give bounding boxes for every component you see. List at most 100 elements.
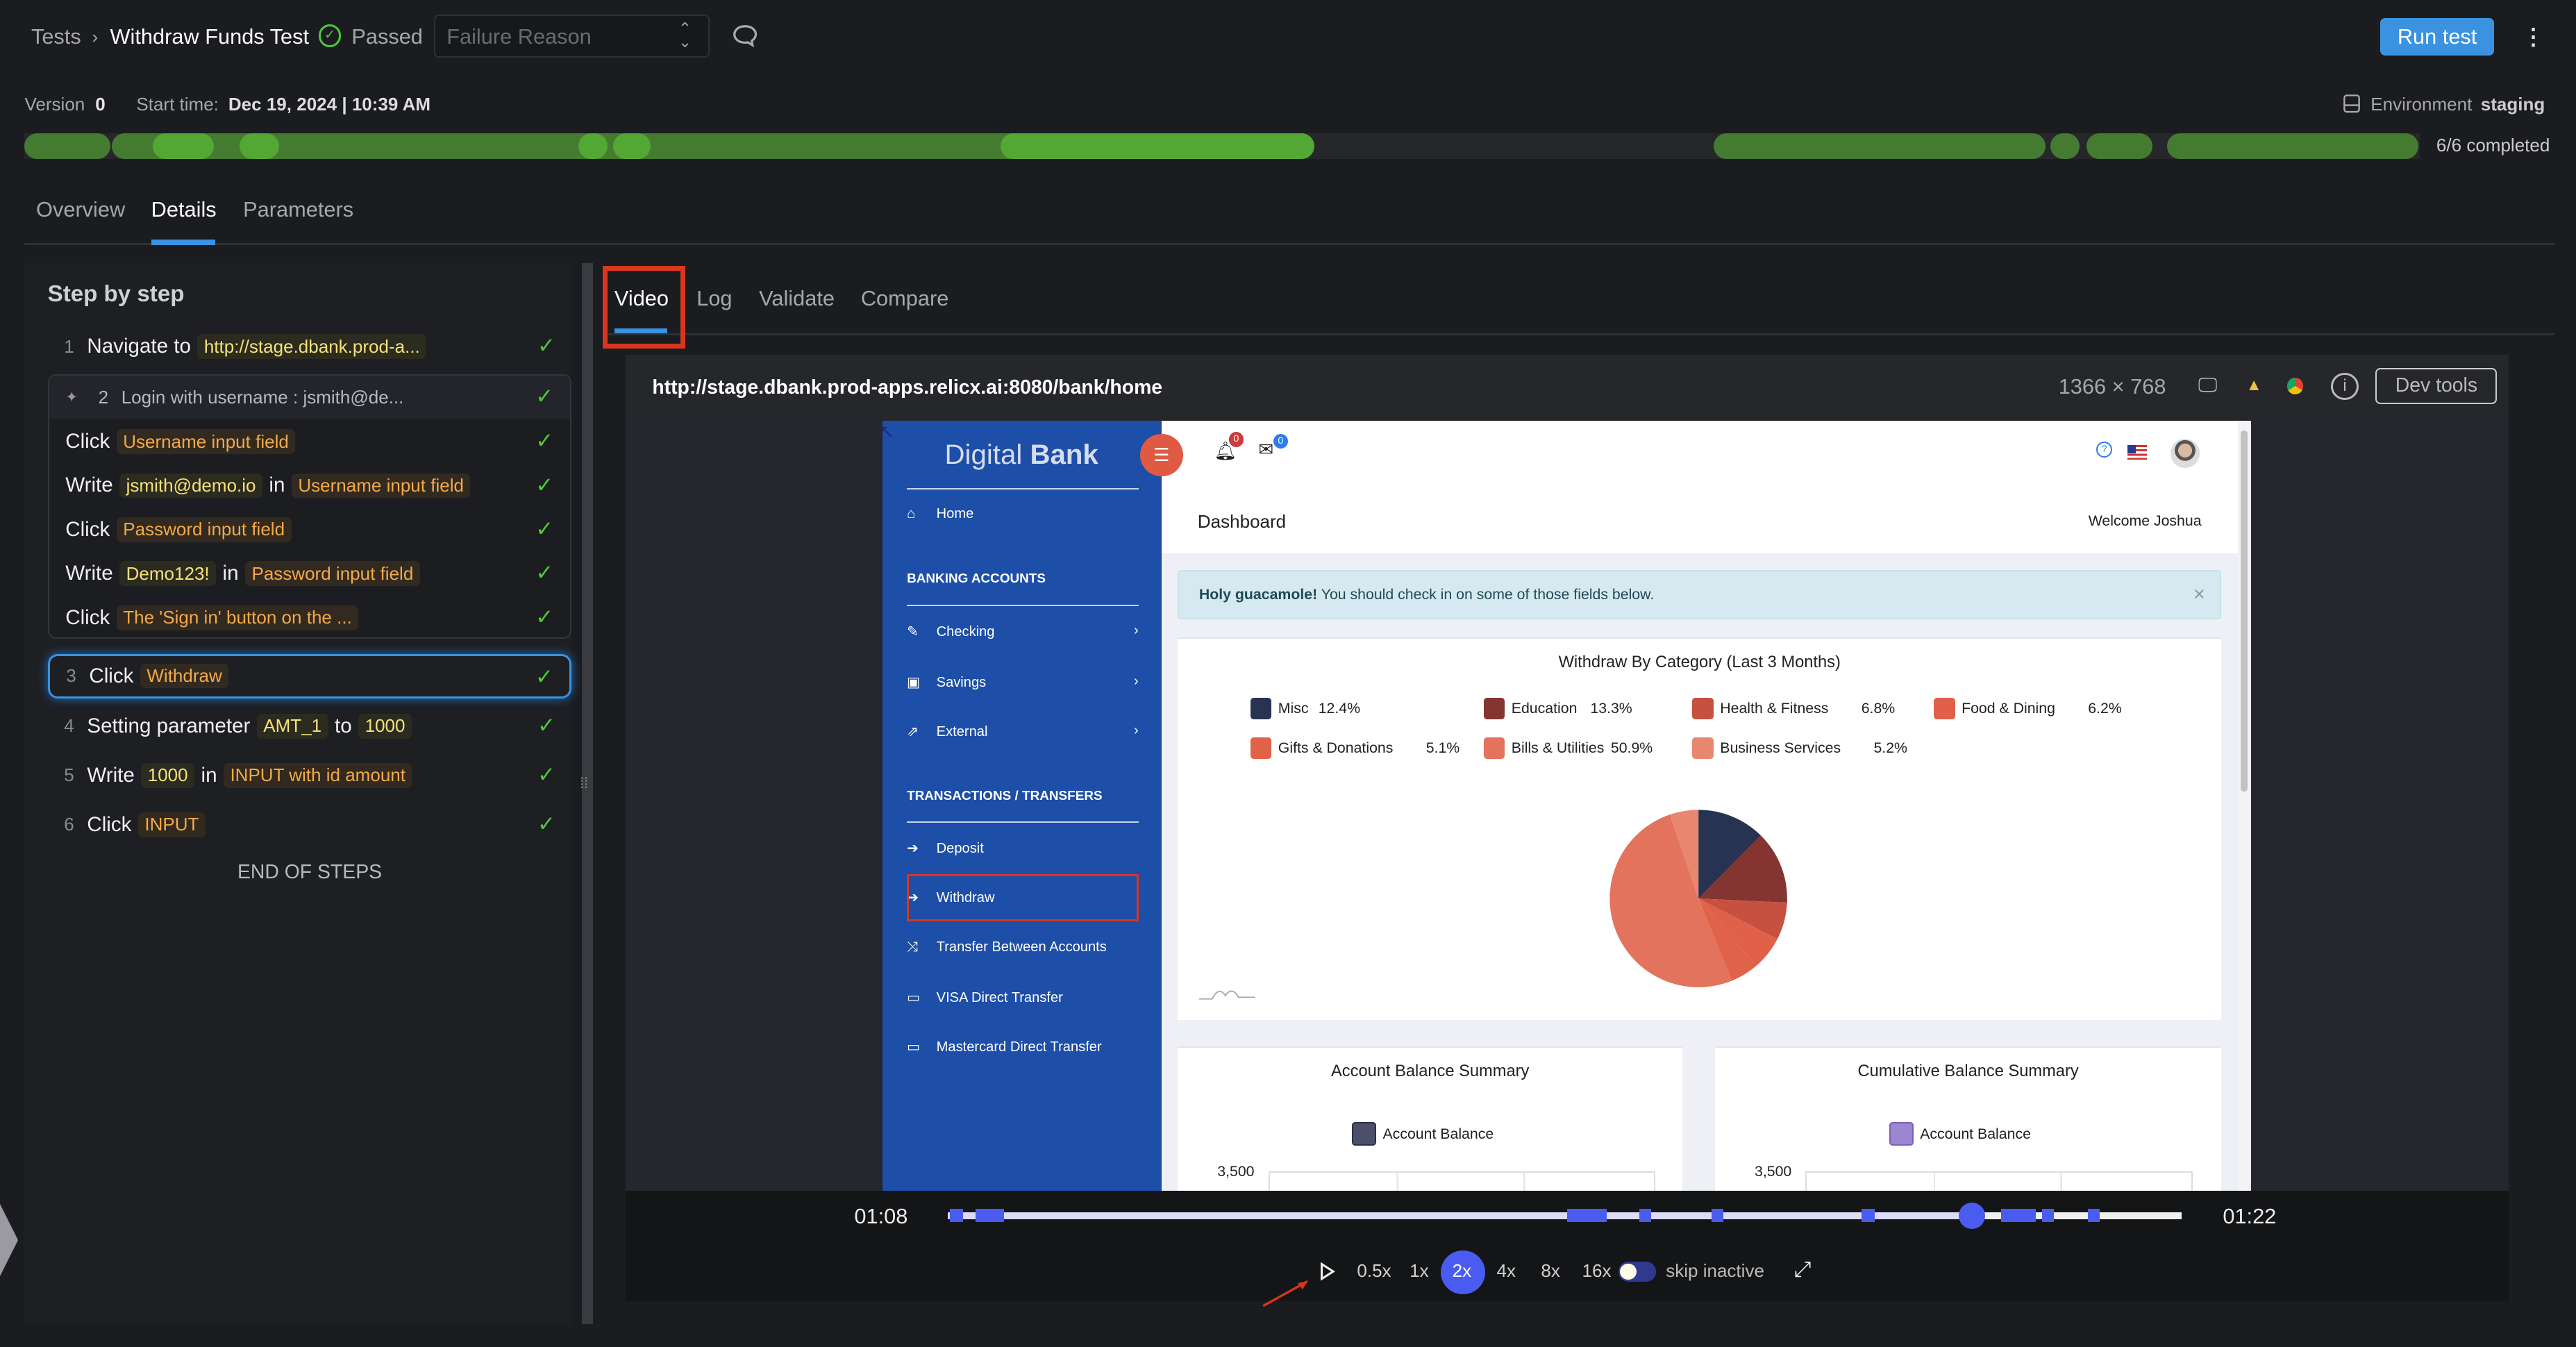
comment-icon[interactable] <box>731 23 759 49</box>
event-marker[interactable] <box>2000 1209 2036 1223</box>
play-icon[interactable] <box>1319 1262 1336 1281</box>
cumulative-balance-card: Cumulative Balance Summary Account Balan… <box>1715 1046 2221 1191</box>
close-icon[interactable]: × <box>2193 583 2205 605</box>
speed-0.5x[interactable]: 0.5x <box>1357 1260 1391 1281</box>
legend-label: Food & Dining <box>1962 700 2055 717</box>
skip-inactive-toggle[interactable] <box>1618 1262 1656 1282</box>
substep-row[interactable]: Write Demo123! in Password input field ✓ <box>65 553 569 596</box>
timeline-segment[interactable] <box>240 133 280 160</box>
tab-details[interactable]: Details <box>151 196 217 221</box>
dev-tools-button[interactable]: Dev tools <box>2375 367 2498 405</box>
step-row[interactable]: 4 Setting parameter AMT_1 to 1000 ✓ <box>48 705 572 748</box>
event-marker[interactable] <box>1567 1209 1607 1223</box>
failure-reason-select[interactable]: Failure Reason ⌃ ⌄ <box>433 15 710 58</box>
breadcrumb-tests[interactable]: Tests <box>31 24 81 49</box>
step-action-text: Click <box>65 517 110 541</box>
playback-scrubber[interactable] <box>948 1202 2182 1229</box>
tab-compare[interactable]: Compare <box>860 285 949 310</box>
account-balance-card: Account Balance Summary Account Balance … <box>1178 1046 1682 1191</box>
sidebar-divider <box>907 487 1139 490</box>
timeline-segment[interactable] <box>24 133 110 160</box>
tab-log[interactable]: Log <box>696 285 733 310</box>
event-marker[interactable] <box>2042 1209 2054 1223</box>
pie-legend-item[interactable]: Bills & Utilities 50.9% <box>1483 737 1653 759</box>
more-options-icon[interactable]: ⋮ <box>2521 24 2545 51</box>
sidebar-item-checking[interactable]: ✎ Checking › <box>907 622 1139 639</box>
pie-legend-item[interactable]: Health & Fitness 6.8% <box>1692 698 1895 719</box>
sidebar-item-deposit[interactable]: ➔ Deposit <box>907 841 984 857</box>
timeline-segment[interactable] <box>2086 133 2152 160</box>
step-row[interactable]: 3 Click Withdraw ✓ <box>47 653 572 698</box>
substep-row[interactable]: Click Username input field ✓ <box>65 420 569 463</box>
timeline-segment[interactable] <box>2166 133 2418 160</box>
substep-row[interactable]: Click The 'Sign in' button on the ... ✓ <box>65 596 569 639</box>
expand-sidebar-handle[interactable] <box>0 1204 18 1277</box>
pie-slice[interactable] <box>1698 898 1778 966</box>
user-avatar[interactable] <box>2170 438 2200 469</box>
timeline-segment[interactable] <box>1713 133 2046 160</box>
sidebar-item-savings[interactable]: ▣ Savings › <box>907 674 1139 691</box>
speed-4x[interactable]: 4x <box>1496 1260 1516 1281</box>
fullscreen-icon[interactable]: ⤢ <box>1793 1257 1812 1282</box>
pie-legend-item[interactable]: Gifts & Donations 5.1% <box>1250 737 1460 759</box>
bank-topbar <box>1161 420 2251 490</box>
step-group-header[interactable]: ✦ 2 Login with username : jsmith@de... ✓ <box>49 376 571 419</box>
pie-legend-item[interactable]: Education 13.3% <box>1483 698 1632 719</box>
step-row[interactable]: ✦ 2 Login with username : jsmith@de... ✓ <box>49 376 570 419</box>
timeline-segment[interactable] <box>2050 133 2080 160</box>
sidebar-item-withdraw[interactable]: ➔ Withdraw <box>907 890 995 906</box>
step-action-text: in <box>269 474 285 497</box>
speed-8x[interactable]: 8x <box>1541 1260 1560 1281</box>
tab-parameters[interactable]: Parameters <box>243 196 354 221</box>
substep-row[interactable]: Write jsmith@demo.io in Username input fiel… <box>65 465 569 508</box>
tab-validate[interactable]: Validate <box>759 285 835 310</box>
bank-scrollbar[interactable] <box>2237 420 2251 1191</box>
pie-slice[interactable] <box>1698 898 1757 981</box>
step-row[interactable]: 1 Navigate to http://stage.dbank.prod-a...… <box>48 325 572 368</box>
timeline-segment[interactable] <box>1000 133 1314 160</box>
sidebar-item-external[interactable]: ⇗ External › <box>907 723 1139 740</box>
sidebar-item-home[interactable]: ⌂ Home <box>907 505 974 521</box>
speed-2x[interactable]: 2x <box>1452 1260 1472 1281</box>
event-marker[interactable] <box>1639 1209 1651 1223</box>
sidebar-item-visa[interactable]: ▭ VISA Direct Transfer <box>907 990 1063 1006</box>
scrubber-handle[interactable] <box>1959 1202 1985 1229</box>
us-flag-icon[interactable] <box>2127 445 2148 460</box>
event-marker[interactable] <box>949 1209 963 1223</box>
pie-slice[interactable] <box>1698 810 1762 898</box>
sidebar-item-transfer[interactable]: ⤨ Transfer Between Accounts <box>907 939 1107 955</box>
timeline-segment[interactable] <box>578 133 608 160</box>
mail-icon[interactable]: ✉ <box>1258 438 1274 460</box>
event-marker[interactable] <box>976 1209 1004 1223</box>
pie-slice[interactable] <box>1698 835 1788 903</box>
pie-slice[interactable] <box>1670 810 1699 898</box>
event-marker[interactable] <box>2088 1209 2100 1223</box>
linux-icon: ▲ <box>2245 376 2262 394</box>
step-row[interactable]: 5 Write 1000 in INPUT with id amount ✓ <box>48 754 572 797</box>
info-icon[interactable]: i <box>2331 373 2359 401</box>
pie-legend-item[interactable]: Misc 12.4% <box>1250 698 1360 719</box>
pie-legend-item[interactable]: Business Services 5.2% <box>1692 737 1907 759</box>
chart-grid <box>1805 1171 2193 1191</box>
step-row[interactable]: 6 Click INPUT ✓ <box>48 803 572 846</box>
help-icon[interactable]: ? <box>2096 442 2113 458</box>
timeline-segment[interactable] <box>153 133 214 160</box>
tab-video[interactable]: Video <box>614 285 669 310</box>
step-number: 1 <box>64 335 74 357</box>
speed-1x[interactable]: 1x <box>1410 1260 1429 1281</box>
tab-overview[interactable]: Overview <box>36 196 126 221</box>
run-test-button[interactable]: Run test <box>2380 18 2494 56</box>
timeline-segment[interactable] <box>612 133 651 160</box>
event-marker[interactable] <box>1861 1209 1875 1223</box>
menu-toggle-icon[interactable]: ☰ <box>1140 433 1183 477</box>
panel-resize-handle[interactable]: ⁞⁞ <box>580 262 594 1325</box>
check-icon: ✓ <box>535 384 553 409</box>
pie-slice[interactable] <box>1609 814 1732 987</box>
event-marker[interactable] <box>1712 1209 1724 1223</box>
sidebar-item-mastercard[interactable]: ▭ Mastercard Direct Transfer <box>907 1039 1102 1055</box>
pie-legend-item[interactable]: Food & Dining 6.2% <box>1933 698 2122 719</box>
pie-slice[interactable] <box>1698 898 1788 939</box>
speed-16x[interactable]: 16x <box>1582 1260 1612 1281</box>
step-value-tag: 1000 <box>141 762 195 788</box>
substep-row[interactable]: Click Password input field ✓ <box>65 508 569 551</box>
